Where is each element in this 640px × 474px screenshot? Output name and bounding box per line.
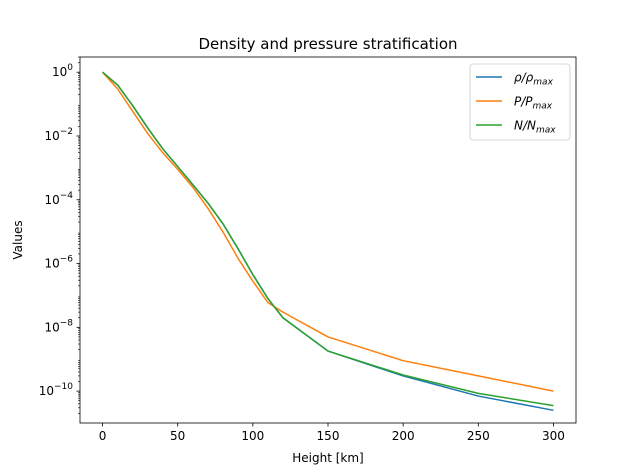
x-tick-label-4: 200 [392,429,415,443]
legend: ρ/ρmax P/Pmax N/Nmax [469,63,571,141]
y-tick-label-3: 10−6 [44,255,73,271]
x-tick-label-0: 0 [99,429,107,443]
chart-title: Density and pressure stratification [198,35,457,53]
x-tick-label-2: 100 [241,429,264,443]
legend-box [469,63,571,141]
series-line-1 [101,71,554,392]
y-axis-label: Values [11,220,25,259]
series-layer [101,71,554,412]
x-axis-label: Height [km] [292,451,363,465]
y-tick-label-4: 10−8 [44,318,73,334]
y-tick-label-2: 10−4 [44,191,73,207]
y-tick-label-1: 10−2 [44,127,73,143]
legend-label-1: P/Pmax [514,95,553,112]
series-line-2 [102,71,554,407]
y-axis-ticks: 100 10−2 10−4 10−6 10−8 10−10 [39,56,80,414]
x-tick-label-6: 300 [542,429,565,443]
x-tick-label-3: 150 [317,429,340,443]
legend-label-0: ρ/ρmax [514,71,554,88]
y-tick-label-0: 100 [52,63,73,79]
x-tick-label-1: 50 [170,429,185,443]
y-tick-label-5: 10−10 [39,382,74,398]
x-tick-label-5: 250 [467,429,490,443]
x-axis-ticks: 0 50 100 150 200 250 300 [99,423,565,443]
legend-label-2: N/Nmax [514,119,556,136]
